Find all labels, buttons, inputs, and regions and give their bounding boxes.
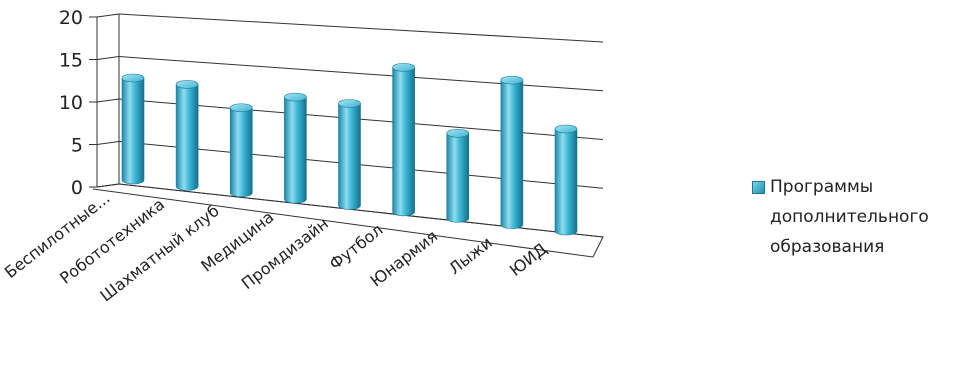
xtick-label: Лыжи [445, 233, 496, 278]
gridline-depth [96, 141, 120, 145]
xtick-label: Беспилотные... [1, 188, 114, 282]
bar-body [500, 79, 524, 229]
bar [121, 73, 145, 185]
ytick-label: 15 [59, 50, 83, 72]
xtick-label: Футбол [326, 220, 387, 273]
bar-body [338, 103, 361, 210]
ytick-label: 20 [59, 7, 83, 29]
bar [229, 103, 253, 198]
bar-cap [229, 103, 253, 113]
bar-body [392, 67, 415, 217]
bar-body [446, 132, 470, 223]
legend-swatch [752, 181, 765, 194]
gridline-depth [96, 98, 120, 103]
grid-layer [89, 13, 604, 258]
bar-cap [284, 92, 307, 102]
bar-body [121, 77, 145, 185]
gridline-depth [96, 13, 120, 18]
bar [446, 128, 470, 223]
bar-cap [338, 99, 361, 108]
xtick-label: ЮИД [506, 239, 551, 280]
bar [175, 80, 199, 191]
bars-layer [121, 63, 578, 236]
gridline [118, 13, 604, 43]
bar [554, 124, 578, 236]
legend-label: Программы дополнительного образования [770, 177, 929, 257]
xtick-label: Робототехника [56, 195, 168, 288]
bar [284, 92, 307, 204]
floor [92, 183, 604, 258]
bar-cap [446, 128, 470, 138]
bar [500, 75, 524, 229]
bar-body [554, 128, 578, 236]
bar-cap [175, 80, 199, 89]
ytick-label: 5 [71, 135, 83, 157]
xtick-label: Шахматный клуб [96, 201, 222, 305]
bar [392, 63, 415, 217]
bar-body [175, 84, 199, 191]
bar-body [229, 107, 253, 198]
bar-body [284, 96, 307, 204]
legend: Программы дополнительного образования [752, 172, 972, 262]
bar-cap [554, 124, 578, 134]
ytick-label: 10 [59, 92, 83, 114]
bar-cap [500, 75, 524, 85]
bar-cap [392, 63, 415, 72]
ytick-label: 0 [71, 177, 83, 199]
bar [338, 99, 361, 210]
bar-cap [121, 73, 145, 83]
gridline-depth [96, 56, 120, 60]
